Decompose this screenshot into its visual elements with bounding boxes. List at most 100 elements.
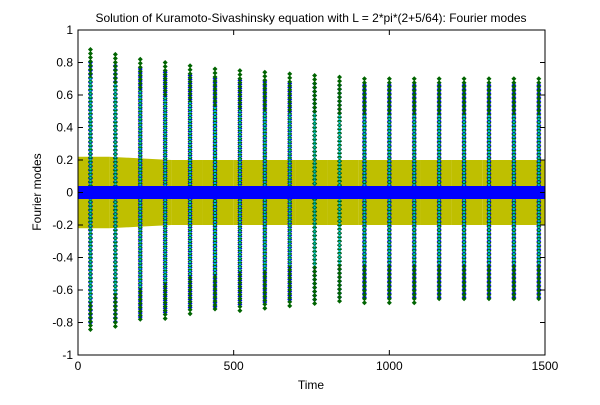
data-point [89,152,92,155]
data-point [436,88,442,94]
data-point [87,135,93,140]
data-point [162,92,168,97]
data-point [388,172,391,175]
data-point [436,104,442,110]
data-point [313,155,316,158]
data-point [338,145,341,148]
data-point [89,266,92,269]
data-point [164,118,167,121]
data-point [139,261,142,264]
data-point [338,163,341,166]
data-point [512,247,515,250]
data-point [262,289,268,295]
data-point [89,134,92,137]
data-point [487,235,490,238]
data-point [139,171,142,174]
data-point [536,244,542,250]
data-point [463,121,466,124]
data-point [112,319,118,325]
data-point [139,258,142,261]
data-point [313,149,316,152]
data-point [87,59,93,64]
data-point [486,112,492,118]
data-point [413,157,416,160]
data-point [189,183,192,186]
data-point [137,84,143,90]
data-point [114,168,117,171]
data-point [413,214,416,217]
data-point [89,110,92,113]
data-point [262,293,268,299]
data-point [112,251,118,257]
data-point [487,124,490,127]
data-point [162,244,168,249]
data-point [438,157,441,160]
data-point [263,240,266,243]
data-point [487,163,490,166]
data-point [288,176,291,179]
data-point [388,232,391,235]
data-point [162,280,168,285]
data-point [361,84,367,90]
data-point [512,208,515,211]
data-point [313,239,316,242]
data-point [363,205,366,208]
data-point [388,226,391,229]
data-point [187,283,193,289]
data-point [114,117,117,120]
data-point [262,117,268,123]
data-point [313,182,316,185]
data-point [438,160,441,163]
data-point [187,307,193,313]
data-point [189,156,192,159]
data-point [263,180,266,183]
data-point [237,276,243,282]
data-point [512,130,515,133]
data-point [438,124,441,127]
data-point [361,92,367,98]
data-point [139,120,142,123]
data-point [114,216,117,219]
data-point [237,200,243,206]
data-point [411,232,417,238]
data-point [438,184,441,187]
data-point [361,264,367,270]
data-point [411,220,417,226]
data-point [263,162,266,165]
data-point [164,160,167,163]
data-point [187,243,193,249]
data-point [263,264,266,267]
data-point [363,226,366,229]
data-point [288,260,291,263]
data-point [512,235,515,238]
data-point [288,200,291,203]
data-point [187,219,193,225]
data-point [461,292,467,298]
data-point [139,105,142,108]
data-point [212,286,218,292]
data-point [114,111,117,114]
data-point [263,114,266,117]
data-point [486,288,492,294]
data-point [436,148,442,154]
data-point [363,232,366,235]
data-point [288,248,291,251]
data-point [511,112,517,118]
data-point [487,172,490,175]
data-point [386,208,392,214]
data-point [511,232,517,238]
data-point [212,282,218,288]
data-point [487,262,490,265]
data-point [388,124,391,127]
data-point [313,173,316,176]
data-point [361,284,367,290]
data-point [363,166,366,169]
data-point [263,150,266,153]
data-point [263,183,266,186]
data-point [338,142,341,145]
data-point [112,119,118,125]
data-point [312,97,318,102]
data-point [287,167,293,173]
data-point [511,172,517,178]
